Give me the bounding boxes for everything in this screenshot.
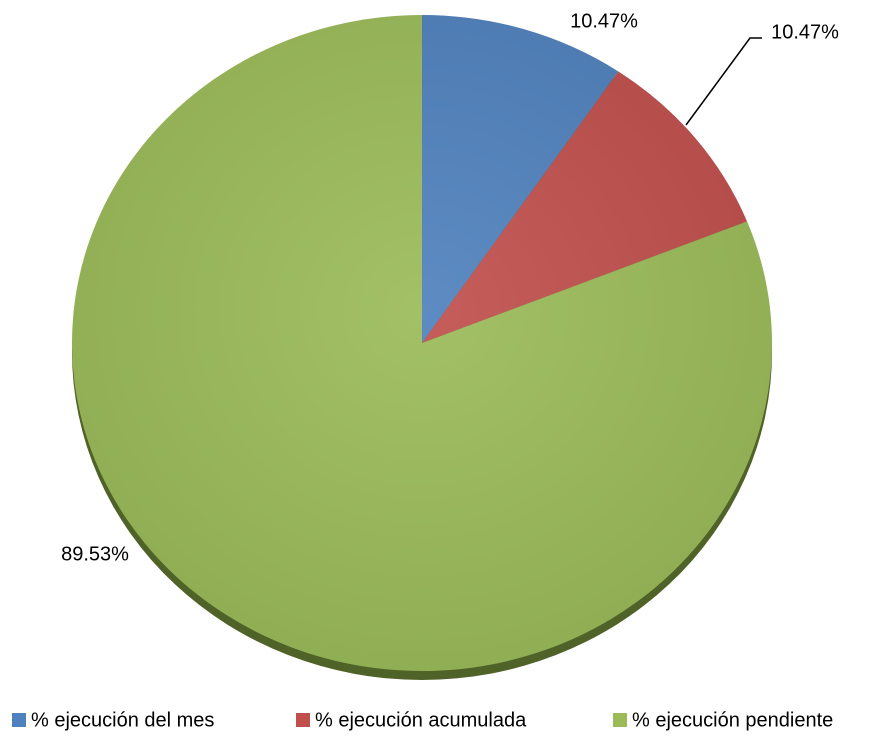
- leader-line: [685, 37, 762, 126]
- legend-label: % ejecución pendiente: [632, 709, 833, 731]
- legend-swatch: [296, 713, 310, 727]
- data-label: 10.47%: [570, 10, 638, 32]
- data-label: 89.53%: [61, 543, 129, 565]
- legend-swatch: [12, 713, 26, 727]
- legend-label: % ejecución acumulada: [315, 709, 527, 731]
- legend-swatch: [613, 713, 627, 727]
- data-label: 10.47%: [771, 21, 839, 43]
- legend-label: % ejecución del mes: [31, 709, 214, 731]
